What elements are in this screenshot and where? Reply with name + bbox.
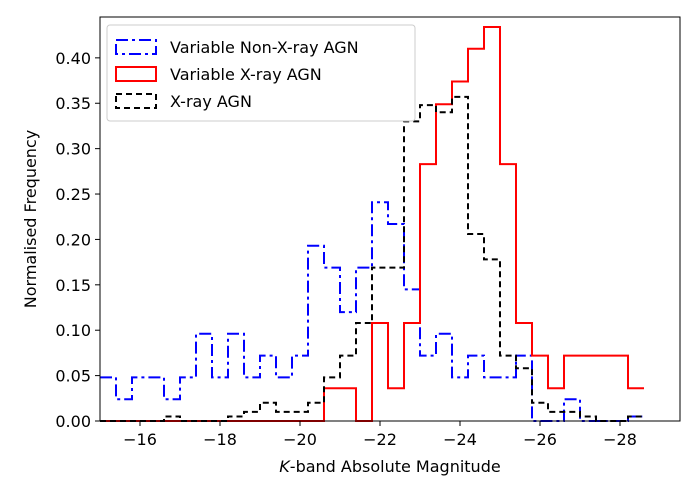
x-tick-label: −24 — [443, 430, 477, 449]
y-axis-label: Normalised Frequency — [21, 130, 40, 308]
y-tick-label: 0.20 — [55, 230, 91, 249]
legend-label: X-ray AGN — [170, 92, 252, 111]
y-tick-label: 0.30 — [55, 140, 91, 159]
legend-label: Variable Non-X-ray AGN — [170, 38, 359, 57]
x-tick-label: −26 — [523, 430, 557, 449]
x-axis: −16 −18 −20 −22 −24 −26 −28 — [123, 421, 637, 449]
y-tick-label: 0.15 — [55, 276, 91, 295]
y-tick-label: 0.35 — [55, 94, 91, 113]
x-tick-label: −20 — [283, 430, 317, 449]
y-axis: 0.00 0.05 0.10 0.15 0.20 0.25 0.30 0.35 0.40 — [55, 49, 100, 431]
legend-swatch — [115, 39, 157, 55]
legend-box — [106, 24, 416, 122]
legend-swatch — [115, 93, 157, 109]
y-tick-label: 0.40 — [55, 49, 91, 68]
legend-swatch — [115, 66, 157, 82]
x-tick-label: −16 — [123, 430, 157, 449]
y-tick-label: 0.10 — [55, 321, 91, 340]
x-axis-label-rest: -band Absolute Magnitude — [290, 457, 501, 476]
x-tick-label: −22 — [363, 430, 397, 449]
series-variable-x-ray-agn-step — [100, 26, 644, 422]
y-tick-label: 0.25 — [55, 185, 91, 204]
plot-frame — [99, 16, 681, 422]
x-tick-label: −28 — [603, 430, 637, 449]
legend: Variable Non-X-ray AGN Variable X-ray AGN… — [106, 24, 416, 122]
x-axis-label-italic: K — [279, 457, 291, 476]
legend-label: Variable X-ray AGN — [170, 65, 322, 84]
y-tick-label: 0.00 — [55, 412, 91, 431]
y-tick-label: 0.05 — [55, 367, 91, 386]
x-axis-label: K-band Absolute Magnitude — [279, 457, 500, 476]
x-tick-label: −18 — [203, 430, 237, 449]
